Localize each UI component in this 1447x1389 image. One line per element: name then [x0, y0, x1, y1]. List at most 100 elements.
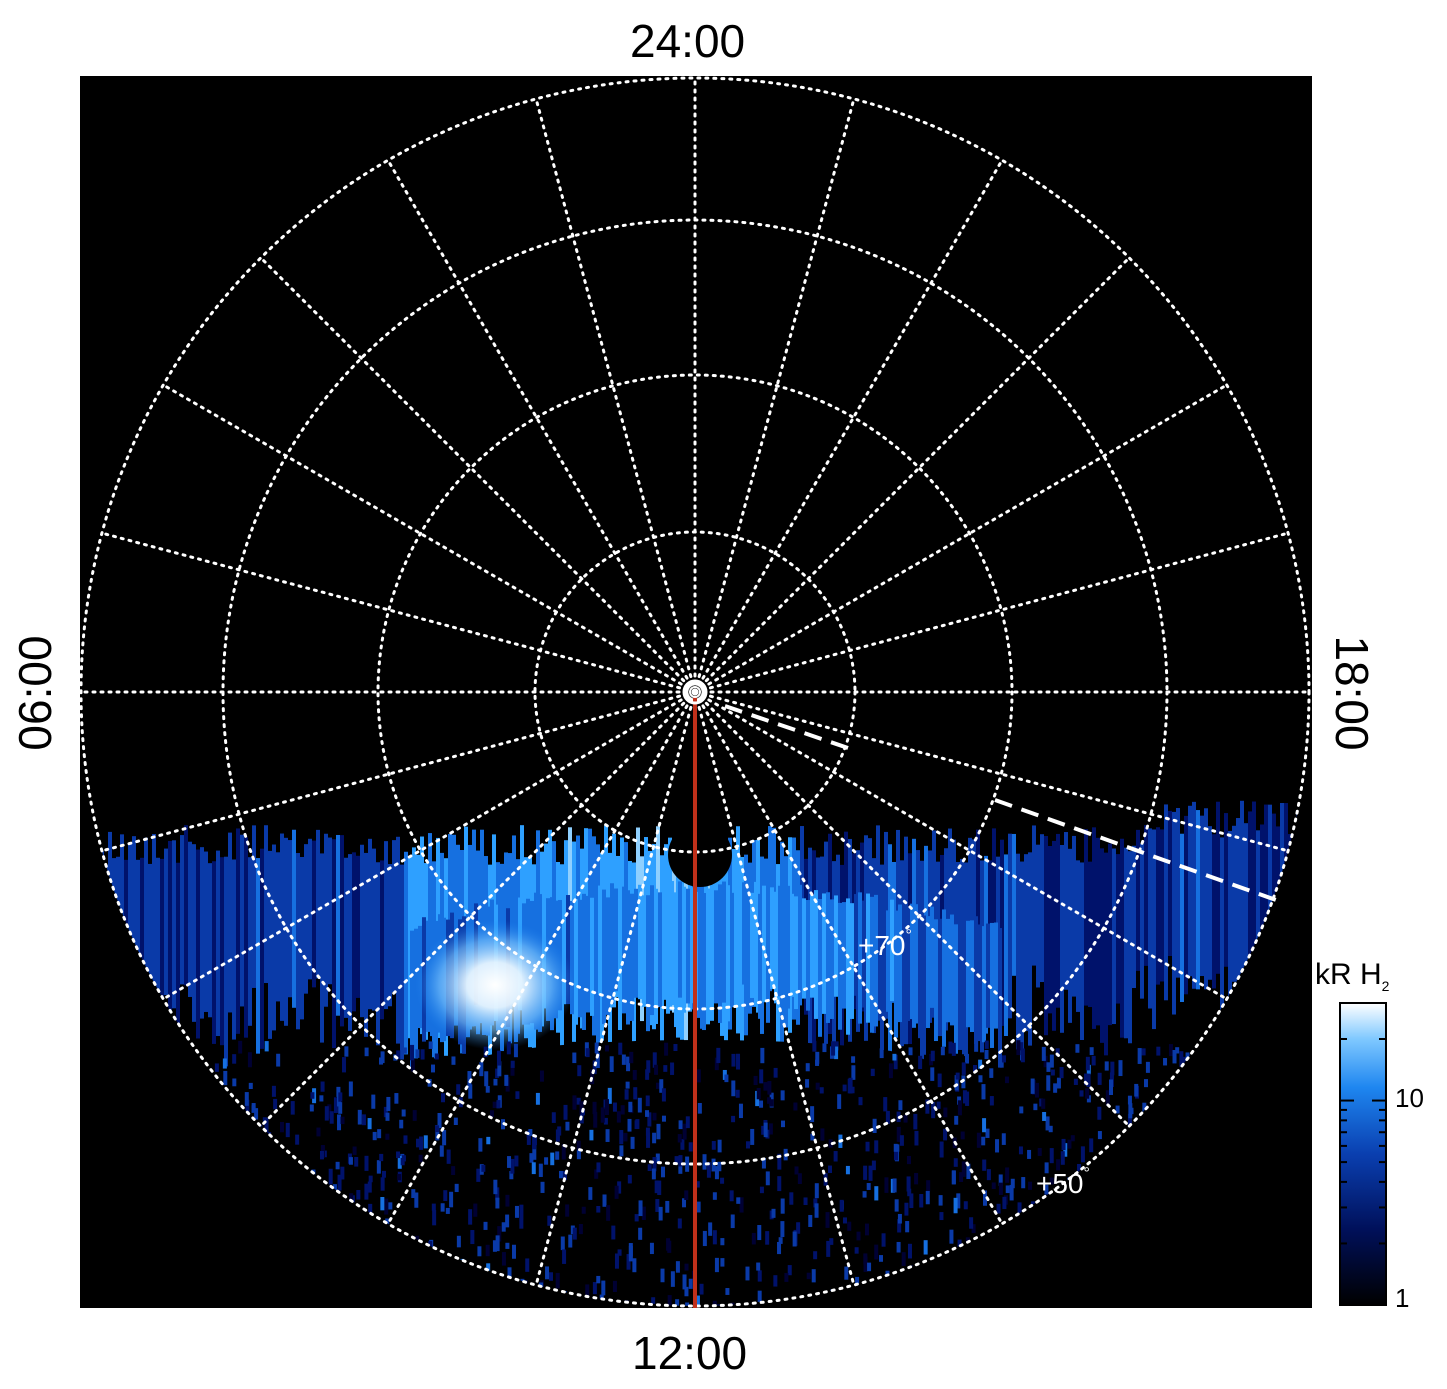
emission-streak	[156, 857, 160, 1020]
meridian-line-2	[693, 158, 1004, 694]
emission-streak	[144, 837, 148, 1005]
noise-speck	[618, 1042, 623, 1055]
noise-speck	[842, 1084, 847, 1092]
noise-speck	[478, 1138, 483, 1152]
emission-streak	[264, 825, 268, 984]
noise-speck	[684, 1286, 689, 1297]
noise-speck	[862, 1191, 867, 1198]
noise-speck	[904, 1202, 909, 1216]
noise-speck	[555, 1272, 560, 1289]
noise-speck	[752, 1307, 756, 1316]
emission-arc-streak	[718, 884, 722, 1023]
noise-speck	[223, 1070, 228, 1086]
noise-speck	[547, 1215, 552, 1226]
noise-speck	[663, 1065, 668, 1072]
emission-arc-streak	[902, 907, 906, 1009]
noise-speck	[1084, 1073, 1089, 1086]
emission-streak	[1200, 815, 1204, 977]
noise-speck	[892, 1053, 897, 1061]
emission-arc-streak	[958, 921, 962, 1050]
noise-speck	[594, 1169, 599, 1179]
emission-streak	[248, 857, 252, 1026]
noise-speck	[712, 1192, 717, 1200]
emission-streak	[352, 852, 356, 1012]
meridian-line-5	[693, 531, 1290, 694]
emission-arc-streak	[610, 883, 614, 1005]
emission-streak	[1244, 823, 1248, 993]
emission-streak	[212, 861, 216, 1044]
noise-speck	[998, 1174, 1003, 1186]
noise-speck	[787, 1265, 792, 1276]
noise-speck	[316, 1127, 321, 1137]
noise-speck	[753, 1075, 758, 1086]
noise-speck	[581, 1206, 586, 1214]
emission-arc-streak	[778, 885, 782, 997]
emission-arc-streak	[730, 892, 734, 1008]
noise-speck	[651, 1297, 656, 1304]
noise-speck	[731, 1080, 736, 1097]
emission-arc-streak	[934, 919, 938, 1042]
emission-streak	[348, 854, 352, 1031]
noise-speck	[446, 1149, 451, 1164]
noise-speck	[974, 1041, 979, 1052]
noise-speck	[483, 1221, 488, 1230]
emission-streak	[388, 864, 392, 1007]
emission-streak	[336, 834, 340, 1016]
noise-speck	[628, 1243, 633, 1257]
noise-speck	[837, 1094, 842, 1109]
noise-speck	[969, 1217, 974, 1229]
emission-streak	[220, 857, 224, 1046]
noise-speck	[544, 1157, 549, 1165]
emission-streak	[428, 833, 432, 982]
noise-speck	[247, 1052, 252, 1068]
noise-speck	[371, 1094, 376, 1109]
emission-streak	[1032, 825, 1036, 966]
noise-speck	[617, 1249, 622, 1256]
noise-speck	[454, 1183, 459, 1193]
noise-speck	[1172, 1049, 1177, 1064]
noise-speck	[383, 1106, 388, 1118]
noise-speck	[1118, 1060, 1123, 1077]
noise-speck	[674, 1156, 679, 1164]
emission-arc-streak	[982, 926, 986, 1043]
noise-speck	[361, 1114, 366, 1126]
noise-speck	[1141, 1048, 1146, 1056]
noise-speck	[627, 1118, 632, 1132]
noise-speck	[577, 1065, 582, 1077]
noise-speck	[384, 1198, 389, 1215]
noise-speck	[894, 1199, 899, 1212]
emission-arc-streak	[978, 924, 982, 1042]
noise-speck	[497, 1061, 502, 1077]
noise-speck	[468, 1084, 473, 1099]
emission-streak	[992, 828, 996, 974]
noise-speck	[1056, 1077, 1061, 1089]
noise-speck	[706, 1161, 711, 1178]
noise-speck	[617, 1181, 622, 1194]
emission-arc-streak	[814, 890, 818, 1019]
emission-arc-streak	[922, 915, 926, 1055]
emission-arc-streak	[706, 888, 710, 1025]
noise-speck	[1085, 1056, 1090, 1071]
emission-streak	[1044, 836, 1048, 1036]
noise-speck	[1127, 1113, 1132, 1126]
emission-streak	[292, 829, 296, 1008]
noise-speck	[519, 1204, 524, 1220]
noise-speck	[493, 1179, 498, 1195]
noise-speck	[1127, 1095, 1132, 1105]
noise-speck	[981, 1136, 986, 1146]
noise-speck	[397, 1155, 402, 1169]
noise-speck	[938, 1195, 943, 1206]
noise-speck	[248, 1082, 253, 1089]
noise-speck	[682, 1274, 687, 1290]
noise-speck	[352, 1146, 357, 1155]
noise-speck	[684, 1263, 689, 1271]
dark-gap	[470, 1040, 930, 1090]
noise-speck	[340, 1166, 345, 1180]
emission-streak	[1248, 811, 1252, 973]
noise-speck	[714, 1057, 719, 1071]
emission-streak	[224, 856, 228, 1067]
emission-arc-streak	[642, 895, 646, 1007]
noise-speck	[555, 1151, 560, 1160]
emission-streak	[1256, 830, 1260, 1017]
noise-speck	[419, 1136, 424, 1150]
